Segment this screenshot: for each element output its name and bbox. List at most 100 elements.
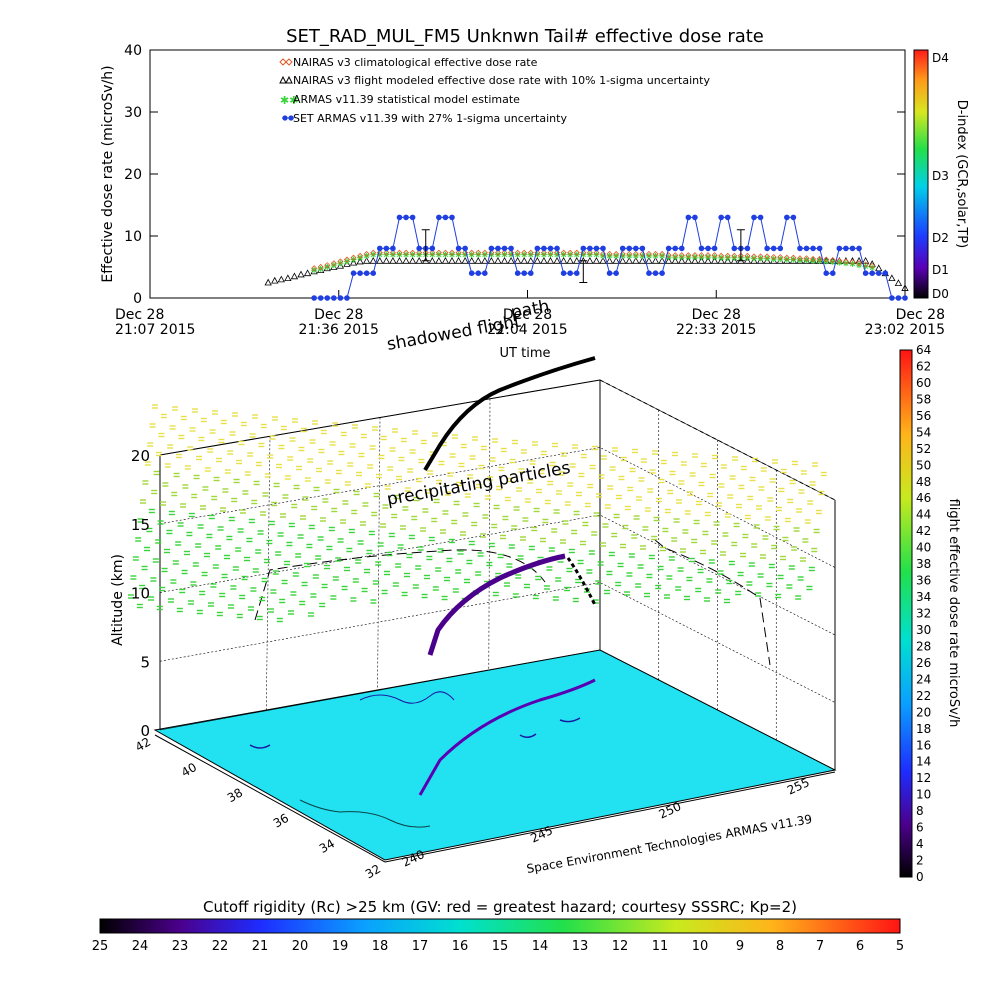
set-armas-marker	[889, 295, 895, 301]
altitude-grid-line	[159, 649, 836, 771]
set-armas-marker	[501, 245, 508, 252]
altitude-tick-label: 10	[131, 585, 150, 603]
dose-colorbar-tick: 2	[916, 854, 924, 868]
cutoff-colorbar: Cutoff rigidity (Rc) >25 km (GV: red = g…	[92, 898, 904, 954]
cutoff-colorbar-tick: 14	[532, 939, 549, 954]
dose-colorbar-tick: 60	[916, 376, 931, 390]
flight-path-descent	[566, 557, 597, 606]
armas-stat-marker	[606, 252, 613, 259]
nairas-flight-marker	[408, 256, 417, 264]
cutoff-colorbar-tick: 15	[492, 939, 509, 954]
map-contour	[359, 691, 455, 704]
lat-axis-line	[154, 734, 386, 863]
nairas-clim-marker	[383, 249, 390, 256]
dindex-colorbar: D4 D3 D2 D1 D0 D-index (GCR,solar,TP)	[913, 49, 969, 301]
set-armas-marker	[895, 295, 902, 301]
nairas-clim-marker	[659, 250, 666, 258]
nairas-flight-marker	[448, 256, 456, 264]
legend-marker-armas-stat: ✱✱	[280, 94, 298, 107]
nairas-clim-marker	[796, 255, 804, 262]
armas-stat-marker	[691, 254, 698, 261]
dindex-tick-d1: D1	[932, 263, 949, 277]
dose-colorbar-tick: 0	[916, 870, 924, 884]
dose-colorbar-tick: 14	[916, 755, 931, 769]
nairas-clim-marker	[501, 249, 508, 256]
nairas-clim-marker	[731, 252, 738, 259]
armas-stat-marker	[383, 251, 390, 258]
dose-colorbar-tick: 20	[916, 705, 931, 719]
armas-stat-marker	[790, 256, 797, 263]
cutoff-colorbar-tick: 6	[856, 939, 864, 954]
nairas-clim-marker	[508, 249, 515, 256]
set-armas-marker	[455, 245, 462, 252]
nairas-clim-marker	[402, 249, 410, 256]
armas-stat-marker	[449, 251, 455, 258]
dose-colorbar-tick: 46	[916, 491, 931, 505]
nairas-flight-marker	[369, 256, 377, 264]
nairas-flight-marker	[428, 256, 436, 264]
armas-stat-marker	[580, 251, 587, 258]
set-armas-error-bar	[736, 229, 745, 262]
set-armas-marker	[810, 245, 816, 252]
set-armas-marker	[370, 270, 377, 277]
nairas-flight-marker	[756, 256, 765, 264]
set-armas-marker	[514, 270, 521, 277]
set-armas-marker	[606, 270, 613, 277]
nairas-flight-marker	[632, 256, 640, 264]
nairas-flight-marker	[553, 256, 561, 264]
nairas-clim-marker	[783, 254, 790, 261]
nairas-flight-marker	[520, 256, 528, 264]
nairas-flight-marker	[612, 256, 620, 264]
nairas-clim-marker	[337, 258, 344, 265]
nairas-clim-marker	[363, 250, 370, 258]
nairas-flight-marker	[599, 256, 607, 264]
latitude-tick-label: 38	[225, 785, 245, 805]
nairas-clim-marker	[652, 250, 659, 258]
armas-stat-marker	[350, 256, 357, 263]
nairas-flight-marker	[461, 256, 469, 264]
nairas-flight-marker	[513, 256, 522, 264]
cutoff-colorbar-tick: 9	[736, 939, 744, 954]
nairas-flight-marker	[861, 256, 870, 264]
nairas-flight-marker	[592, 256, 601, 264]
set-armas-marker	[803, 245, 810, 252]
cutoff-colorbar-tick: 17	[412, 939, 429, 954]
top-y-tick-label: 10	[124, 229, 142, 245]
armas-stat-marker	[481, 251, 488, 258]
armas-stat-marker	[645, 252, 652, 259]
nairas-clim-marker	[672, 252, 679, 259]
dose-colorbar-tick: 40	[916, 541, 931, 555]
nairas-clim-marker	[416, 249, 423, 256]
cutoff-colorbar-tick: 16	[452, 939, 469, 954]
set-armas-marker	[462, 245, 468, 252]
set-armas-marker	[816, 245, 823, 252]
nairas-flight-marker	[704, 256, 712, 264]
set-armas-marker	[849, 245, 856, 252]
altitude-tick-group: 0 5 10 15 20	[131, 447, 150, 740]
cutoff-colorbar-tick: 18	[372, 939, 389, 954]
nairas-clim-marker	[521, 249, 528, 256]
armas-stat-marker	[856, 262, 863, 269]
nairas-flight-marker	[349, 258, 358, 266]
dose-colorbar-tick: 28	[916, 639, 931, 653]
armas-stat-marker	[678, 254, 685, 261]
nairas-flight-marker	[441, 256, 450, 264]
nairas-flight-marker	[875, 264, 883, 272]
nairas-flight-marker	[402, 256, 410, 264]
armas-stat-marker	[783, 256, 790, 263]
nairas-flight-marker	[527, 256, 535, 264]
armas-stat-marker	[724, 254, 731, 261]
cutoff-colorbar-tick: 11	[652, 939, 669, 954]
nairas-flight-marker	[658, 256, 666, 264]
nairas-clim-marker	[567, 249, 574, 256]
set-armas-marker	[587, 245, 593, 252]
armas-stat-marker	[429, 251, 436, 258]
armas-stat-marker	[442, 251, 449, 258]
nairas-clim-marker	[678, 252, 685, 259]
dose-colorbar-ticks: 0246810121416182022242628303234363840424…	[916, 343, 931, 884]
top-x-tick-time: 22:04 2015	[487, 322, 567, 338]
set-armas-marker	[488, 245, 495, 252]
armas-stat-marker	[370, 251, 377, 258]
nairas-clim-marker	[462, 249, 469, 256]
set-armas-marker	[449, 214, 455, 221]
